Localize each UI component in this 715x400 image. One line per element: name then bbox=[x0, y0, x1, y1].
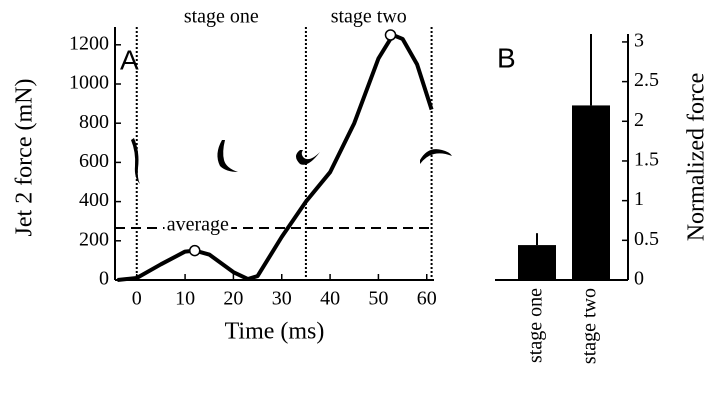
highlight-point bbox=[189, 244, 201, 257]
y-tick-label: 1200 bbox=[69, 32, 109, 54]
x-tick-label: stage two bbox=[579, 288, 601, 364]
worm-icons bbox=[131, 138, 452, 184]
y-tick-label: 2.5 bbox=[634, 69, 659, 91]
panel-label: B bbox=[497, 42, 516, 73]
y-tick-label: 1000 bbox=[69, 72, 109, 94]
highlight-point bbox=[384, 29, 397, 41]
y-tick-label: 1.5 bbox=[634, 149, 659, 171]
bar bbox=[572, 105, 610, 280]
stage-label: stage two bbox=[331, 6, 407, 28]
worm-icon bbox=[420, 149, 452, 164]
bar bbox=[518, 245, 556, 280]
worm-icon bbox=[131, 138, 140, 184]
panel-label: A bbox=[120, 44, 139, 75]
x-tick-label: 30 bbox=[272, 288, 292, 310]
x-axis-title: Time (ms) bbox=[225, 319, 325, 345]
y-axis-title: Normalized force bbox=[684, 73, 710, 242]
worm-icon bbox=[296, 150, 320, 165]
x-tick-label: 40 bbox=[320, 288, 340, 310]
y-tick-label: 200 bbox=[79, 228, 109, 250]
x-tick-label: 10 bbox=[175, 288, 195, 310]
x-tick-label: 20 bbox=[223, 288, 243, 310]
x-tick-label: stage one bbox=[525, 288, 547, 363]
x-tick-label: 50 bbox=[368, 288, 388, 310]
worm-icon bbox=[217, 140, 238, 172]
y-tick-label: 0 bbox=[634, 268, 644, 290]
y-tick-label: 3 bbox=[634, 30, 644, 52]
y-tick-label: 400 bbox=[79, 189, 109, 211]
x-tick-label: 0 bbox=[132, 288, 142, 310]
force-curve bbox=[117, 33, 434, 282]
y-axis-title: Jet 2 force (mN) bbox=[12, 79, 38, 237]
x-tick-label: 60 bbox=[417, 288, 437, 310]
y-tick-label: 2 bbox=[634, 109, 644, 131]
y-tick-label: 800 bbox=[79, 111, 109, 133]
y-tick-label: 600 bbox=[79, 150, 109, 172]
average-label: average bbox=[167, 214, 229, 236]
y-tick-label: 1 bbox=[634, 188, 644, 210]
y-tick-label: 0 bbox=[99, 268, 109, 290]
stage-label: stage one bbox=[184, 6, 259, 28]
y-tick-label: 0.5 bbox=[634, 228, 659, 250]
